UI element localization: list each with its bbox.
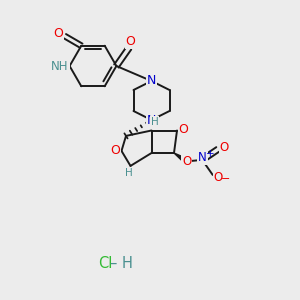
Text: O: O [214, 171, 223, 184]
Text: H: H [125, 168, 133, 178]
Text: −: − [220, 173, 230, 184]
Text: Cl: Cl [98, 256, 112, 272]
Text: – H: – H [110, 256, 133, 272]
Polygon shape [174, 153, 188, 164]
Text: O: O [220, 141, 229, 154]
Text: O: O [53, 27, 63, 40]
Text: NH: NH [51, 59, 69, 73]
Text: O: O [179, 122, 188, 136]
Text: H: H [151, 117, 158, 127]
Text: O: O [110, 144, 120, 158]
Text: N: N [198, 151, 207, 164]
Text: +: + [206, 149, 215, 159]
Text: N: N [147, 113, 156, 127]
Text: O: O [182, 155, 191, 168]
Text: N: N [147, 74, 156, 88]
Text: O: O [126, 35, 135, 48]
